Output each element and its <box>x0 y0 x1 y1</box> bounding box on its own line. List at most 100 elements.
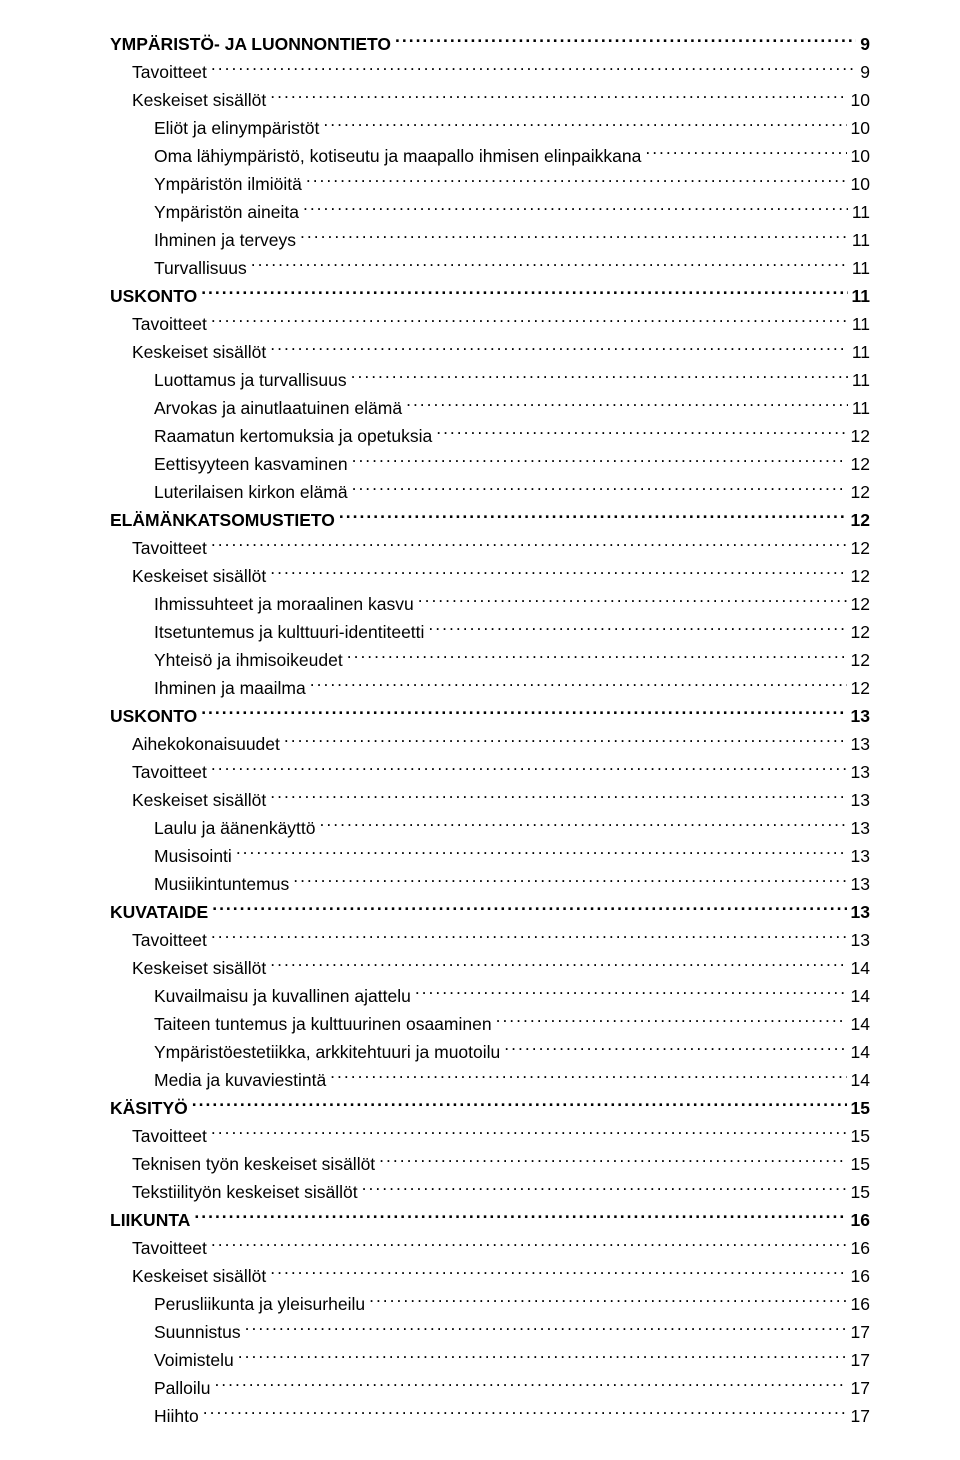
toc-leader-dots <box>418 593 847 611</box>
toc-entry-label: Raamatun kertomuksia ja opetuksia <box>154 422 432 450</box>
toc-leader-dots <box>203 1405 847 1423</box>
toc-leader-dots <box>211 537 847 555</box>
toc-entry-label: Teknisen työn keskeiset sisällöt <box>132 1150 375 1178</box>
toc-leader-dots <box>436 425 846 443</box>
toc-leader-dots <box>201 705 846 723</box>
toc-leader-dots <box>369 1293 846 1311</box>
toc-entry: Turvallisuus11 <box>154 254 870 282</box>
toc-entry: Laulu ja äänenkäyttö 13 <box>154 814 870 842</box>
toc-entry-page: 13 <box>851 814 870 842</box>
toc-entry: Ympäristöestetiikka, arkkitehtuuri ja mu… <box>154 1038 870 1066</box>
toc-leader-dots <box>293 873 846 891</box>
toc-leader-dots <box>211 1237 847 1255</box>
toc-entry-page: 13 <box>851 898 870 926</box>
toc-entry: Yhteisö ja ihmisoikeudet12 <box>154 646 870 674</box>
toc-entry-label: Tavoitteet <box>132 758 207 786</box>
toc-entry-label: Suunnistus <box>154 1318 241 1346</box>
toc-entry: Keskeiset sisällöt13 <box>132 786 870 814</box>
toc-entry-label: Voimistelu <box>154 1346 234 1374</box>
toc-entry-page: 12 <box>851 478 870 506</box>
toc-entry-page: 11 <box>852 366 870 394</box>
toc-entry: USKONTO11 <box>110 282 870 310</box>
toc-entry-label: Musisointi <box>154 842 232 870</box>
toc-entry-label: Ympäristöestetiikka, arkkitehtuuri ja mu… <box>154 1038 500 1066</box>
toc-entry: Keskeiset sisällöt10 <box>132 86 870 114</box>
toc-entry-page: 12 <box>851 450 870 478</box>
toc-entry-label: YMPÄRISTÖ- JA LUONNONTIETO <box>110 30 391 58</box>
toc-leader-dots <box>192 1097 847 1115</box>
toc-entry: Ympäristön ilmiöitä10 <box>154 170 870 198</box>
toc-leader-dots <box>504 1041 846 1059</box>
toc-leader-dots <box>214 1377 846 1395</box>
toc-leader-dots <box>245 1321 847 1339</box>
toc-entry: Tavoitteet11 <box>132 310 870 338</box>
toc-entry-page: 10 <box>851 142 870 170</box>
toc-entry-label: Ihmissuhteet ja moraalinen kasvu <box>154 590 414 618</box>
toc-entry: Eliöt ja elinympäristöt10 <box>154 114 870 142</box>
toc-entry-label: Tavoitteet <box>132 58 207 86</box>
toc-leader-dots <box>330 1069 846 1087</box>
toc-leader-dots <box>270 957 846 975</box>
toc-entry: KUVATAIDE13 <box>110 898 870 926</box>
toc-leader-dots <box>270 89 846 107</box>
toc-entry: Keskeiset sisällöt14 <box>132 954 870 982</box>
toc-entry: Tekstiilityön keskeiset sisällöt15 <box>132 1178 870 1206</box>
toc-entry: Teknisen työn keskeiset sisällöt 15 <box>132 1150 870 1178</box>
toc-entry-page: 16 <box>851 1206 870 1234</box>
toc-entry-label: Keskeiset sisällöt <box>132 86 266 114</box>
toc-entry-label: Turvallisuus <box>154 254 247 282</box>
toc-leader-dots <box>270 565 846 583</box>
toc-leader-dots <box>236 845 847 863</box>
toc-entry-label: Kuvailmaisu ja kuvallinen ajattelu <box>154 982 411 1010</box>
toc-leader-dots <box>251 257 848 275</box>
toc-entry: Voimistelu 17 <box>154 1346 870 1374</box>
toc-entry: Tavoitteet 9 <box>132 58 870 86</box>
toc-entry-page: 14 <box>851 954 870 982</box>
toc-entry-label: Taiteen tuntemus ja kulttuurinen osaamin… <box>154 1010 492 1038</box>
toc-entry-page: 11 <box>852 310 870 338</box>
toc-leader-dots <box>310 677 847 695</box>
toc-entry-page: 12 <box>851 506 870 534</box>
toc-entry-label: Musiikintuntemus <box>154 870 289 898</box>
toc-entry: Keskeiset sisällöt11 <box>132 338 870 366</box>
toc-entry-page: 9 <box>860 58 870 86</box>
toc-entry-page: 13 <box>851 870 870 898</box>
toc-entry-label: Tekstiilityön keskeiset sisällöt <box>132 1178 358 1206</box>
toc-entry: Tavoitteet16 <box>132 1234 870 1262</box>
toc-leader-dots <box>645 145 846 163</box>
toc-leader-dots <box>379 1153 846 1171</box>
toc-entry-page: 12 <box>851 590 870 618</box>
toc-entry-label: Palloilu <box>154 1374 210 1402</box>
toc-entry-page: 16 <box>851 1234 870 1262</box>
toc-entry: Tavoitteet12 <box>132 534 870 562</box>
toc-entry: USKONTO13 <box>110 702 870 730</box>
toc-entry: Eettisyyteen kasvaminen12 <box>154 450 870 478</box>
toc-leader-dots <box>496 1013 847 1031</box>
toc-entry-page: 17 <box>851 1374 870 1402</box>
toc-entry-page: 16 <box>851 1290 870 1318</box>
toc-entry-label: Ympäristön aineita <box>154 198 299 226</box>
toc-entry-page: 13 <box>851 926 870 954</box>
toc-entry-page: 17 <box>851 1346 870 1374</box>
toc-leader-dots <box>270 789 846 807</box>
toc-entry-label: Luterilaisen kirkon elämä <box>154 478 348 506</box>
toc-entry-label: Itsetuntemus ja kulttuuri-identiteetti <box>154 618 424 646</box>
toc-entry-page: 12 <box>851 674 870 702</box>
toc-leader-dots <box>406 397 848 415</box>
toc-leader-dots <box>300 229 848 247</box>
toc-entry-label: Eliöt ja elinympäristöt <box>154 114 319 142</box>
toc-entry-page: 9 <box>860 30 870 58</box>
toc-entry-page: 14 <box>851 982 870 1010</box>
toc-entry-label: Keskeiset sisällöt <box>132 1262 266 1290</box>
toc-entry-label: Media ja kuvaviestintä <box>154 1066 326 1094</box>
toc-leader-dots <box>362 1181 847 1199</box>
toc-leader-dots <box>323 117 846 135</box>
toc-entry: Hiihto17 <box>154 1402 870 1430</box>
toc-entry: Media ja kuvaviestintä14 <box>154 1066 870 1094</box>
toc-leader-dots <box>284 733 847 751</box>
toc-entry: Musisointi13 <box>154 842 870 870</box>
toc-entry-page: 13 <box>851 702 870 730</box>
toc-entry-page: 15 <box>851 1150 870 1178</box>
toc-entry-label: Laulu ja äänenkäyttö <box>154 814 316 842</box>
toc-entry-page: 15 <box>851 1122 870 1150</box>
